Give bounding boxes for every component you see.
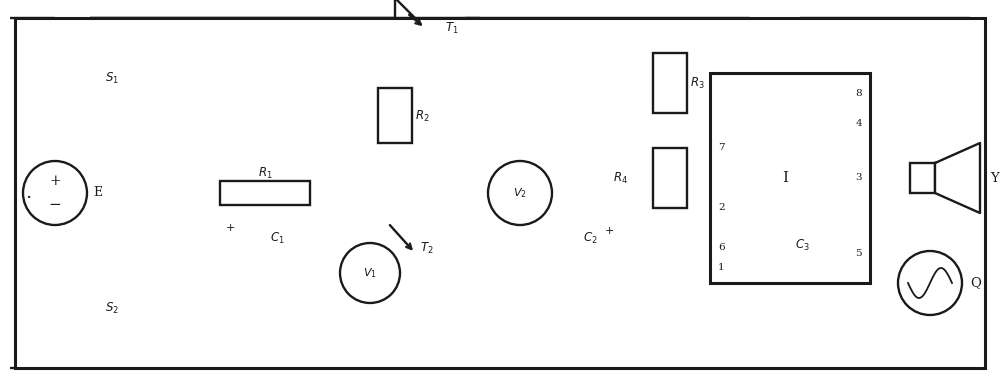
- Text: 7: 7: [718, 144, 725, 152]
- Text: $T_2$: $T_2$: [420, 241, 434, 255]
- Circle shape: [488, 161, 552, 225]
- Text: $R_1$: $R_1$: [258, 165, 272, 180]
- Text: Y: Y: [990, 172, 999, 185]
- Text: 4: 4: [855, 118, 862, 128]
- Circle shape: [23, 161, 87, 225]
- Bar: [220, 181, 310, 205]
- Text: $C_1$: $C_1$: [270, 231, 285, 246]
- Text: $R_2$: $R_2$: [415, 108, 430, 124]
- Circle shape: [340, 243, 400, 303]
- Text: $S_2$: $S_2$: [105, 300, 119, 316]
- Bar: [653, 148, 687, 208]
- Text: $C_3$: $C_3$: [795, 237, 810, 252]
- Text: .: .: [25, 184, 31, 202]
- Text: 2: 2: [718, 203, 725, 213]
- Text: 6: 6: [718, 244, 725, 252]
- Text: $S_1$: $S_1$: [105, 70, 119, 85]
- Text: $T_1$: $T_1$: [445, 20, 459, 36]
- Text: 1: 1: [718, 264, 725, 272]
- Text: E: E: [93, 187, 102, 200]
- Circle shape: [898, 251, 962, 315]
- Bar: [653, 53, 687, 113]
- Bar: [378, 88, 412, 143]
- Text: +: +: [605, 226, 614, 236]
- Text: −: −: [49, 198, 61, 212]
- Bar: [710, 73, 870, 283]
- Text: $R_4$: $R_4$: [613, 170, 627, 185]
- Text: Q: Q: [970, 277, 981, 290]
- Text: I: I: [782, 171, 788, 185]
- Text: 3: 3: [855, 173, 862, 183]
- Text: 8: 8: [855, 88, 862, 98]
- Text: $V_2$: $V_2$: [513, 186, 527, 200]
- Text: +: +: [225, 223, 235, 233]
- Text: $R_3$: $R_3$: [690, 75, 705, 90]
- Text: $C_2$: $C_2$: [583, 231, 597, 246]
- Polygon shape: [935, 143, 980, 213]
- Text: +: +: [49, 174, 61, 188]
- Bar: [910, 163, 935, 193]
- Text: $V_1$: $V_1$: [363, 266, 377, 280]
- Text: 5: 5: [855, 249, 862, 257]
